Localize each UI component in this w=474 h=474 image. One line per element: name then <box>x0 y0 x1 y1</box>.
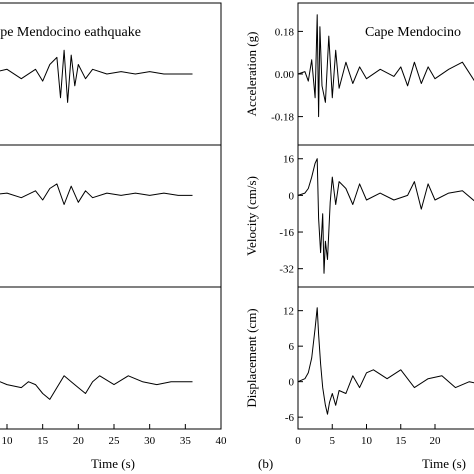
panel-b-label: (b) <box>258 456 273 471</box>
acceleration-y-axis-label: Acceleration (g) <box>244 32 259 117</box>
y-tick-label: -32 <box>279 264 294 276</box>
velocity-y-axis-label: Velocity (cm/s) <box>244 176 259 256</box>
displacement-y-axis-label: Displacement (cm) <box>244 308 259 407</box>
x-tick-label: 35 <box>180 435 192 447</box>
x-tick-label: 40 <box>216 435 228 447</box>
right-acceleration-panel: 0.18 0.00 -0.18 Cape Mendocino Acceleratio… <box>244 2 474 146</box>
y-tick-label: 0.00 <box>275 69 295 81</box>
left-displacement-trace <box>0 375 193 400</box>
left-displacement-panel: 10 15 20 25 30 35 40 Time (s) <box>0 286 228 471</box>
x-tick-label: 20 <box>73 435 85 447</box>
left-velocity-trace <box>0 183 193 205</box>
x-tick-label: 10 <box>2 435 14 447</box>
left-acceleration-trace <box>0 49 193 103</box>
right-displacement-x-ticks: 0 5 10 15 20 <box>295 424 441 447</box>
x-tick-label: 5 <box>330 435 336 447</box>
right-velocity-y-ticks: 16 0 -16 -32 <box>279 154 303 276</box>
right-acceleration-y-ticks: 0.18 0.00 -0.18 <box>271 26 303 124</box>
right-x-axis-label: Time (s) <box>422 456 466 471</box>
x-tick-label: 15 <box>395 435 407 447</box>
y-tick-label: 16 <box>283 154 295 166</box>
left-acceleration-panel: ape Mendocino eathquake <box>0 2 222 146</box>
right-displacement-trace <box>297 307 474 415</box>
right-displacement-frame <box>297 286 474 430</box>
y-tick-label: 12 <box>283 306 294 318</box>
left-acceleration-title: ape Mendocino eathquake <box>0 25 141 40</box>
x-tick-label: 20 <box>430 435 442 447</box>
right-velocity-trace <box>297 158 474 274</box>
x-tick-label: 30 <box>144 435 156 447</box>
right-displacement-y-ticks: 12 6 0 -6 <box>283 306 303 424</box>
x-tick-label: 15 <box>37 435 49 447</box>
y-tick-label: 6 <box>289 341 295 353</box>
x-tick-label: 10 <box>361 435 373 447</box>
left-displacement-frame <box>0 286 222 430</box>
y-tick-label: 0 <box>289 377 295 389</box>
right-velocity-panel: 16 0 -16 -32 Velocity (cm/s) <box>244 144 474 288</box>
left-velocity-frame <box>0 144 222 288</box>
right-acceleration-title: Cape Mendocino <box>365 25 461 40</box>
y-tick-label: -6 <box>285 412 295 424</box>
left-velocity-panel <box>0 144 222 288</box>
left-displacement-x-ticks: 10 15 20 25 30 35 40 <box>2 424 228 447</box>
right-acceleration-trace <box>297 14 474 118</box>
x-tick-label: 25 <box>109 435 121 447</box>
y-tick-label: 0 <box>289 190 295 202</box>
y-tick-label: 0.18 <box>275 26 295 38</box>
x-tick-label: 0 <box>295 435 301 447</box>
y-tick-label: -16 <box>279 227 294 239</box>
left-x-axis-label: Time (s) <box>91 456 135 471</box>
y-tick-label: -0.18 <box>271 112 294 124</box>
